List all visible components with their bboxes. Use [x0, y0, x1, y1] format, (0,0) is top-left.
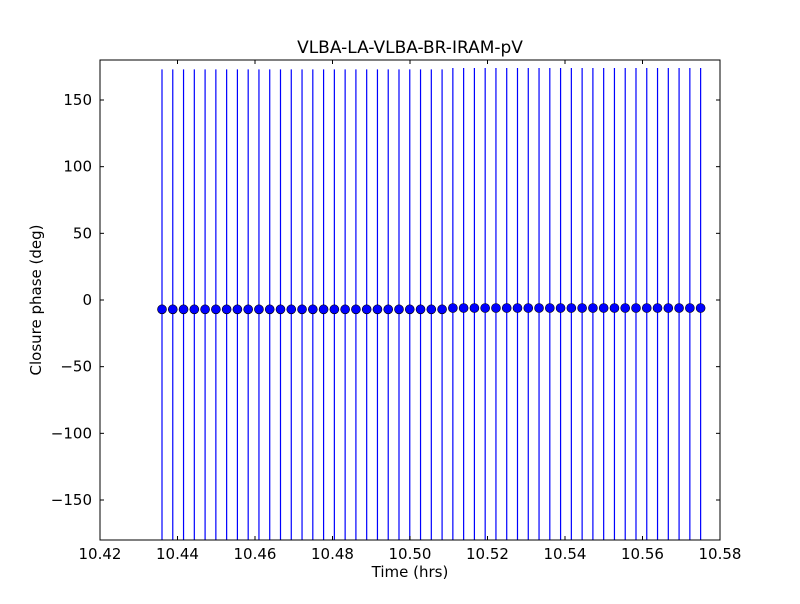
data-point — [695, 303, 706, 313]
y-tick-label: −100 — [51, 424, 92, 442]
data-point — [448, 303, 458, 313]
data-point — [361, 304, 372, 315]
data-point — [297, 304, 307, 315]
y-tick-label: −50 — [60, 358, 92, 376]
data-point — [555, 303, 566, 313]
data-point — [545, 303, 555, 313]
data-point — [674, 303, 684, 313]
x-axis-label: Time (hrs) — [371, 563, 449, 581]
data-point — [598, 303, 609, 313]
data-point — [167, 304, 178, 315]
data-point — [394, 304, 404, 315]
data-point — [566, 303, 577, 313]
chart-title: VLBA-LA-VLBA-BR-IRAM-pV — [297, 38, 523, 58]
data-point — [178, 304, 189, 315]
y-axis-label: Closure phase (deg) — [27, 225, 45, 376]
data-point — [264, 304, 275, 315]
data-point — [232, 304, 243, 315]
data-point — [512, 303, 523, 313]
data-point — [641, 303, 652, 313]
data-point — [631, 303, 641, 313]
x-tick-label: 10.52 — [466, 545, 509, 563]
data-point — [523, 303, 534, 313]
x-tick-label: 10.44 — [156, 545, 199, 563]
data-point — [620, 303, 631, 313]
data-point — [491, 303, 501, 313]
data-point — [415, 304, 426, 315]
data-point — [609, 303, 620, 313]
data-point — [458, 303, 469, 313]
data-point — [211, 304, 221, 315]
data-point — [383, 304, 394, 315]
data-point — [275, 304, 286, 315]
data-point — [577, 303, 587, 313]
data-point — [437, 304, 447, 315]
x-tick-label: 10.50 — [389, 545, 432, 563]
x-tick-label: 10.54 — [544, 545, 587, 563]
data-point — [340, 304, 350, 315]
data-point — [351, 304, 361, 315]
data-point — [200, 304, 210, 315]
data-point — [329, 304, 340, 315]
x-tick-label: 10.58 — [699, 545, 742, 563]
x-tick-label: 10.56 — [621, 545, 664, 563]
data-point — [534, 303, 544, 313]
data-point — [318, 304, 329, 315]
y-tick-label: −150 — [51, 491, 92, 509]
data-point — [469, 303, 480, 313]
data-point — [221, 304, 232, 315]
data-point — [254, 304, 264, 315]
data-point — [685, 303, 695, 313]
data-point — [372, 304, 383, 315]
x-tick-label: 10.46 — [234, 545, 277, 563]
y-tick-label: 150 — [63, 91, 92, 109]
x-tick-label: 10.42 — [79, 545, 122, 563]
data-point — [308, 304, 318, 315]
data-point — [404, 304, 415, 315]
data-point — [426, 304, 437, 315]
data-point — [286, 304, 297, 315]
data-point — [501, 303, 512, 313]
y-tick-label: 100 — [63, 158, 92, 176]
data-point — [663, 303, 674, 313]
data-point — [652, 303, 663, 313]
y-tick-label: 50 — [73, 224, 92, 242]
data-point — [243, 304, 253, 315]
y-tick-label: 0 — [82, 291, 92, 309]
data-point — [480, 303, 490, 313]
data-point — [157, 304, 167, 315]
data-point — [588, 303, 598, 313]
data-point — [189, 304, 200, 315]
x-tick-label: 10.48 — [311, 545, 354, 563]
